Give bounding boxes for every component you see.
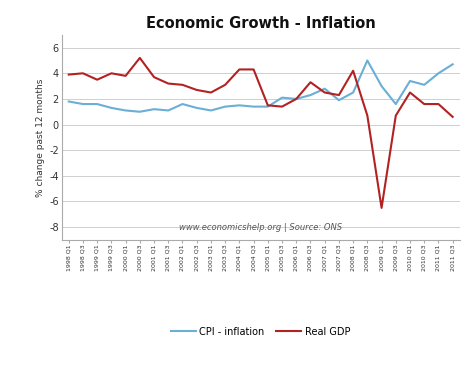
Real GDP xyxy=(365,113,370,118)
Real GDP xyxy=(165,81,171,86)
CPI - inflation xyxy=(308,93,313,98)
Line: Real GDP: Real GDP xyxy=(69,58,453,208)
Real GDP xyxy=(308,80,313,85)
CPI - inflation xyxy=(322,86,328,91)
Real GDP xyxy=(151,75,157,79)
Real GDP xyxy=(436,102,441,106)
Line: CPI - inflation: CPI - inflation xyxy=(69,60,453,112)
Real GDP xyxy=(322,90,328,95)
Legend: CPI - inflation, Real GDP: CPI - inflation, Real GDP xyxy=(167,323,354,341)
Real GDP xyxy=(450,115,456,119)
Real GDP xyxy=(180,82,185,87)
CPI - inflation xyxy=(208,108,214,113)
Real GDP xyxy=(379,205,384,210)
Title: Economic Growth - Inflation: Economic Growth - Inflation xyxy=(146,16,375,31)
Real GDP xyxy=(407,90,413,95)
Real GDP xyxy=(251,67,256,72)
Real GDP xyxy=(421,102,427,106)
Real GDP xyxy=(94,77,100,82)
CPI - inflation xyxy=(279,95,285,100)
CPI - inflation xyxy=(123,108,128,113)
CPI - inflation xyxy=(265,104,271,109)
Real GDP xyxy=(265,103,271,108)
Real GDP xyxy=(279,104,285,109)
CPI - inflation xyxy=(436,71,441,75)
Text: www.economicshelp.org | Source: ONS: www.economicshelp.org | Source: ONS xyxy=(179,223,342,232)
CPI - inflation xyxy=(109,106,114,110)
CPI - inflation xyxy=(94,102,100,106)
CPI - inflation xyxy=(137,110,143,114)
Real GDP xyxy=(208,90,214,95)
CPI - inflation xyxy=(421,82,427,87)
CPI - inflation xyxy=(365,58,370,63)
CPI - inflation xyxy=(336,98,342,103)
Real GDP xyxy=(336,93,342,98)
CPI - inflation xyxy=(393,102,399,106)
CPI - inflation xyxy=(80,102,86,106)
Y-axis label: % change past 12 months: % change past 12 months xyxy=(36,78,45,197)
CPI - inflation xyxy=(194,106,200,110)
CPI - inflation xyxy=(222,104,228,109)
CPI - inflation xyxy=(293,97,299,101)
Real GDP xyxy=(393,113,399,118)
Real GDP xyxy=(137,56,143,60)
CPI - inflation xyxy=(251,104,256,109)
CPI - inflation xyxy=(450,62,456,67)
CPI - inflation xyxy=(379,84,384,88)
Real GDP xyxy=(80,71,86,75)
CPI - inflation xyxy=(165,108,171,113)
CPI - inflation xyxy=(151,107,157,111)
Real GDP xyxy=(237,67,242,72)
Real GDP xyxy=(123,74,128,78)
Real GDP xyxy=(350,68,356,73)
CPI - inflation xyxy=(180,102,185,106)
CPI - inflation xyxy=(350,90,356,95)
Real GDP xyxy=(194,87,200,92)
CPI - inflation xyxy=(66,99,72,104)
CPI - inflation xyxy=(407,79,413,83)
Real GDP xyxy=(66,72,72,77)
Real GDP xyxy=(293,97,299,101)
Real GDP xyxy=(222,82,228,87)
CPI - inflation xyxy=(237,103,242,108)
Real GDP xyxy=(109,71,114,75)
